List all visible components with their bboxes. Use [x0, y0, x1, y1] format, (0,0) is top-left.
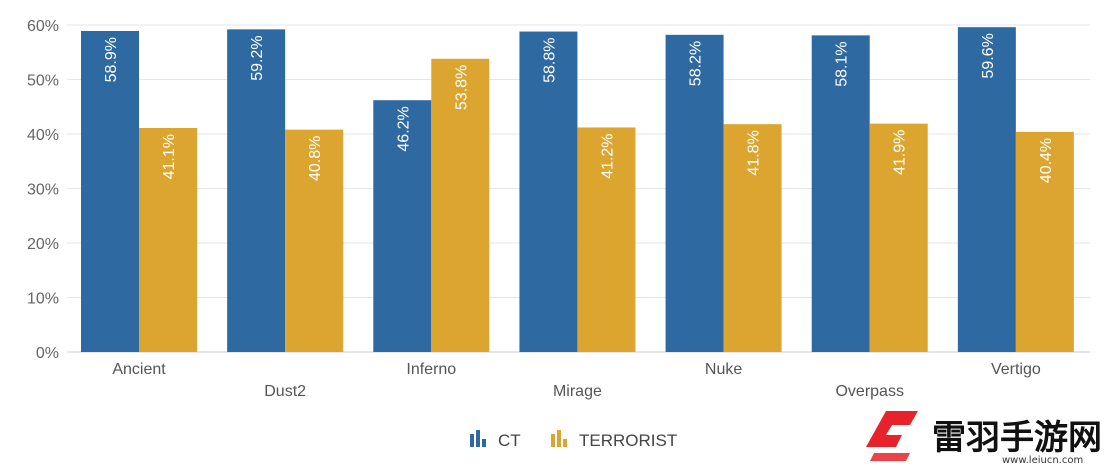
bar [811, 35, 870, 352]
bar-chart-icon [551, 430, 567, 447]
watermark-logo-icon [866, 411, 918, 461]
x-tick-label: Dust2 [264, 383, 306, 400]
data-label: 58.1% [834, 41, 851, 86]
legend-icon-bar [557, 430, 561, 447]
data-label: 41.2% [599, 133, 616, 178]
bar [957, 27, 1016, 353]
y-axis: 0% 10% 20% 30% 40% 50% 60% [27, 18, 59, 362]
y-tick-label: 10% [27, 291, 59, 308]
bar [285, 129, 344, 352]
y-tick-label: 30% [27, 182, 59, 199]
data-label: 58.2% [688, 41, 705, 86]
legend: CT TERRORIST [470, 430, 677, 450]
data-label: 58.8% [541, 38, 558, 83]
bar [1015, 131, 1074, 352]
data-label: 46.2% [395, 106, 412, 151]
x-tick-label: Ancient [112, 361, 166, 378]
data-label: 40.4% [1038, 138, 1055, 183]
data-label: 59.6% [980, 33, 997, 78]
watermark-text: 雷羽手游网 [932, 418, 1102, 458]
x-axis: Ancient Dust2 Inferno Mirage Nuke Overpass Ver… [112, 361, 1041, 400]
watermark-url: www.leiucn.com [1002, 455, 1083, 466]
data-label: 53.8% [453, 65, 470, 110]
watermark: 雷羽手游网 www.leiucn.com [866, 411, 1102, 466]
data-label: 41.8% [746, 130, 763, 175]
bars: 58.9% 41.1% 59.2% 40.8% 46.2% 53.8% 58.8% 41.2%… [81, 27, 1074, 353]
bar [431, 58, 490, 352]
x-tick-label: Mirage [553, 383, 602, 400]
legend-icon-bar [470, 434, 474, 447]
bar [577, 127, 636, 353]
legend-label: CT [498, 431, 521, 450]
data-label: 40.8% [307, 136, 324, 181]
x-tick-label: Inferno [406, 361, 456, 378]
legend-icon-bar [563, 439, 567, 447]
data-label: 41.9% [892, 130, 909, 175]
bar [723, 124, 782, 352]
y-tick-label: 0% [36, 345, 59, 362]
legend-icon-bar [476, 430, 480, 447]
data-label: 41.1% [161, 134, 178, 179]
legend-label: TERRORIST [579, 431, 677, 450]
bar [869, 123, 928, 353]
bar [519, 31, 578, 352]
bar-chart-icon [470, 430, 486, 447]
data-label: 58.9% [103, 37, 120, 82]
bar [373, 100, 432, 353]
bar [665, 34, 724, 353]
bar [139, 128, 197, 352]
bar [81, 30, 139, 353]
y-tick-label: 40% [27, 127, 59, 144]
x-tick-label: Nuke [705, 361, 742, 378]
data-label: 59.2% [249, 35, 266, 80]
legend-icon-bar [551, 434, 555, 447]
x-tick-label: Vertigo [991, 361, 1041, 378]
legend-icon-bar [482, 439, 486, 447]
y-tick-label: 20% [27, 236, 59, 253]
y-tick-label: 60% [27, 18, 59, 35]
bar [227, 29, 286, 353]
y-tick-label: 50% [27, 73, 59, 90]
x-tick-label: Overpass [835, 383, 903, 400]
